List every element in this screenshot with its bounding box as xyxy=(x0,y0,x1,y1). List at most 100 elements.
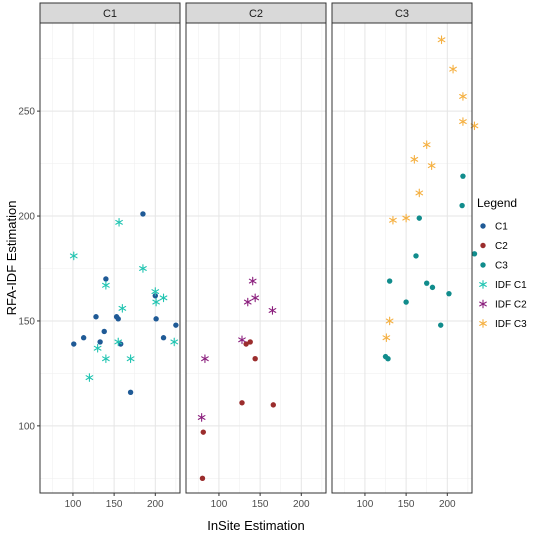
data-point xyxy=(200,429,206,435)
series-idf-c1 xyxy=(69,217,179,382)
data-point xyxy=(437,35,446,45)
x-tick-label: 200 xyxy=(147,499,164,510)
data-point xyxy=(160,335,167,341)
data-point xyxy=(268,306,277,315)
data-point xyxy=(101,328,107,335)
data-point xyxy=(386,278,393,284)
data-point xyxy=(459,202,465,209)
data-point xyxy=(243,341,249,347)
facet-panel-c2: C2 100 150 200 xyxy=(185,2,327,510)
x-axis-title: InSite Estimation xyxy=(207,518,305,533)
legend-key xyxy=(480,223,486,229)
data-point xyxy=(201,354,209,364)
data-point xyxy=(429,284,436,291)
facet-strip-label: C2 xyxy=(249,8,263,20)
data-point xyxy=(118,304,127,313)
y-tick-label: 100 xyxy=(18,421,35,432)
legend-label: IDF C3 xyxy=(495,319,527,330)
data-point xyxy=(238,335,246,345)
data-point xyxy=(115,316,121,322)
series-c2 xyxy=(199,339,276,482)
legend-key xyxy=(479,299,487,309)
data-point xyxy=(410,155,419,164)
facet-strip-label: C3 xyxy=(395,8,409,20)
data-point xyxy=(97,339,103,345)
legend-item-c3: C3 xyxy=(480,261,508,272)
y-tick-label: 200 xyxy=(18,212,35,223)
data-point xyxy=(126,354,135,364)
legend-item-c2: C2 xyxy=(480,241,508,252)
x-tick-label: 150 xyxy=(106,499,123,510)
data-point xyxy=(151,287,160,296)
data-point xyxy=(140,211,146,217)
data-point xyxy=(251,293,260,303)
x-tick-label: 200 xyxy=(439,499,456,510)
facet-strip-label: C1 xyxy=(103,8,117,20)
panel-border xyxy=(185,22,327,494)
legend-key xyxy=(480,242,486,249)
x-tick-label: 150 xyxy=(252,499,269,510)
x-tick-label: 100 xyxy=(65,499,82,510)
data-point xyxy=(459,92,467,101)
data-point xyxy=(446,290,452,297)
legend-label: IDF C1 xyxy=(495,280,527,291)
y-tick-label: 150 xyxy=(18,316,35,327)
data-point xyxy=(460,173,466,179)
data-point xyxy=(85,373,94,382)
facet-panel-c1: C1 100 150 200 100 150 200 250 xyxy=(18,2,181,510)
data-point xyxy=(389,215,397,225)
x-tick-label: 150 xyxy=(398,499,415,510)
data-point xyxy=(402,213,410,223)
data-point xyxy=(248,276,257,286)
data-point xyxy=(424,280,430,286)
legend-key xyxy=(479,280,487,289)
data-point xyxy=(449,64,457,74)
x-tick-label: 100 xyxy=(357,499,374,510)
data-point xyxy=(239,400,245,406)
data-point xyxy=(80,335,87,341)
data-point xyxy=(115,217,123,227)
legend-item-idf-c3: IDF C3 xyxy=(479,319,527,330)
data-point xyxy=(247,339,253,345)
data-point xyxy=(382,333,391,343)
data-point xyxy=(243,297,252,307)
data-point xyxy=(93,343,102,353)
legend: Legend C1 C2 C3 IDF C1 IDF C2 IDF C3 xyxy=(477,196,527,330)
data-point xyxy=(102,354,110,364)
data-point xyxy=(415,188,424,198)
legend-key xyxy=(479,319,487,328)
legend-label: C2 xyxy=(495,241,508,252)
plot-background xyxy=(186,23,326,493)
data-point xyxy=(416,215,422,221)
legend-item-idf-c1: IDF C1 xyxy=(479,280,527,291)
data-point xyxy=(438,322,444,328)
y-tick-label: 250 xyxy=(18,107,35,118)
data-point xyxy=(385,356,391,362)
data-point xyxy=(197,413,206,422)
panel-border xyxy=(39,22,181,494)
plot-background xyxy=(332,23,472,493)
data-point xyxy=(403,299,409,305)
data-point xyxy=(153,316,159,322)
series-idf-c3 xyxy=(382,35,479,343)
data-point xyxy=(93,314,99,320)
y-axis-title: RFA-IDF Estimation xyxy=(4,201,19,316)
series-idf-c2 xyxy=(197,276,277,422)
legend-title: Legend xyxy=(477,196,517,210)
legend-key xyxy=(480,262,486,268)
data-point xyxy=(139,264,147,273)
x-tick-label: 200 xyxy=(293,499,310,510)
data-point xyxy=(471,251,478,257)
x-tick-label: 100 xyxy=(211,499,228,510)
data-point xyxy=(413,253,419,259)
plot-background xyxy=(40,23,180,493)
legend-label: C1 xyxy=(495,222,508,233)
legend-item-c1: C1 xyxy=(480,222,508,233)
data-point xyxy=(71,341,77,347)
panel-border xyxy=(331,22,473,494)
data-point xyxy=(199,475,206,482)
data-point xyxy=(459,117,467,126)
facet-panel-c3: C3 100 150 200 xyxy=(331,2,479,510)
legend-item-idf-c2: IDF C2 xyxy=(479,299,527,311)
